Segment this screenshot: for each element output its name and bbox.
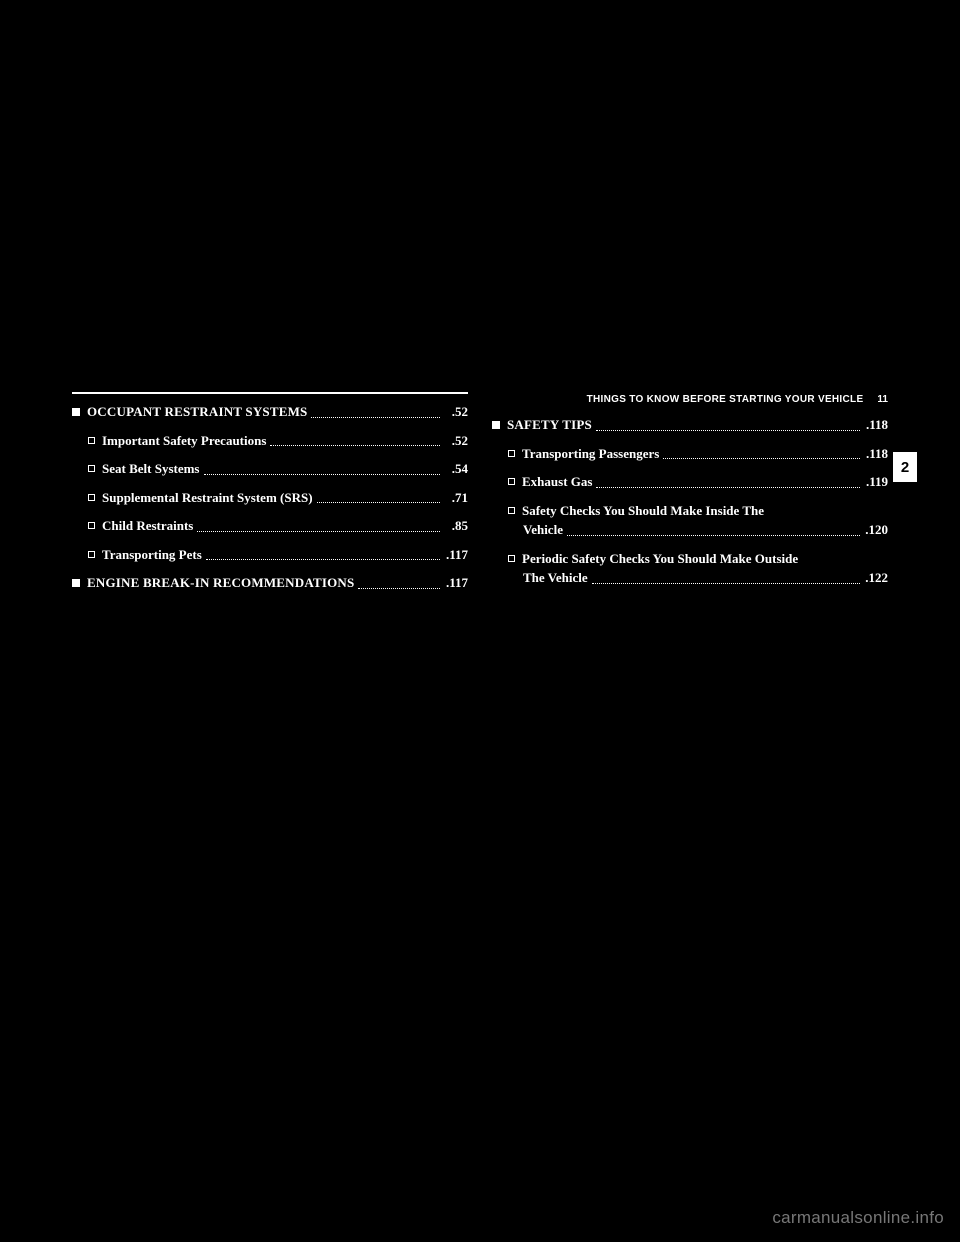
hollow-bullet-icon: [88, 437, 95, 444]
toc-right-column: THINGS TO KNOW BEFORE STARTING YOUR VEHI…: [492, 392, 888, 602]
toc-page-number: .52: [444, 402, 468, 422]
hollow-bullet-icon: [88, 522, 95, 529]
toc-left-column: OCCUPANT RESTRAINT SYSTEMS.52Important S…: [72, 392, 468, 602]
toc-label: Exhaust Gas: [522, 472, 592, 492]
toc-entry: Important Safety Precautions .52: [72, 431, 468, 451]
solid-bullet-icon: [72, 579, 80, 587]
toc-entry: Child Restraints .85: [72, 516, 468, 536]
toc-label: Child Restraints: [102, 516, 193, 536]
toc-label: Transporting Pets: [102, 545, 202, 565]
hollow-bullet-icon: [88, 494, 95, 501]
content-area: OCCUPANT RESTRAINT SYSTEMS.52Important S…: [72, 392, 888, 602]
leader-dots: [206, 559, 440, 560]
toc-page-number: .122: [864, 568, 888, 588]
toc-entry: Periodic Safety Checks You Should Make O…: [492, 549, 888, 588]
toc-label: Seat Belt Systems: [102, 459, 200, 479]
leader-dots: [317, 502, 440, 503]
hollow-bullet-icon: [508, 450, 515, 457]
toc-label: The Vehicle: [523, 568, 588, 588]
hollow-bullet-icon: [508, 478, 515, 485]
hollow-bullet-icon: [508, 555, 515, 562]
section-header-title: THINGS TO KNOW BEFORE STARTING YOUR VEHI…: [492, 394, 863, 405]
toc-label: SAFETY TIPS: [507, 415, 592, 435]
toc-page-number: .52: [444, 431, 468, 451]
toc-entry: Exhaust Gas .119: [492, 472, 888, 492]
toc-entry: Transporting Pets .117: [72, 545, 468, 565]
hollow-bullet-icon: [88, 551, 95, 558]
toc-label: Important Safety Precautions: [102, 431, 266, 451]
chapter-tab: 2: [893, 452, 917, 482]
toc-columns: OCCUPANT RESTRAINT SYSTEMS.52Important S…: [72, 392, 888, 602]
toc-page-number: .117: [444, 573, 468, 593]
toc-page-number: .118: [864, 444, 888, 464]
watermark-text: carmanualsonline.info: [772, 1208, 944, 1228]
leader-dots: [270, 445, 440, 446]
toc-entry: Supplemental Restraint System (SRS) .71: [72, 488, 468, 508]
toc-entry: Transporting Passengers .118: [492, 444, 888, 464]
solid-bullet-icon: [72, 408, 80, 416]
toc-page-number: .54: [444, 459, 468, 479]
toc-entry: Safety Checks You Should Make Inside The…: [492, 501, 888, 540]
leader-dots: [358, 588, 440, 589]
leader-dots: [596, 430, 860, 431]
page-header: THINGS TO KNOW BEFORE STARTING YOUR VEHI…: [492, 388, 888, 405]
toc-label: ENGINE BREAK-IN RECOMMENDATIONS: [87, 573, 354, 593]
hollow-bullet-icon: [88, 465, 95, 472]
toc-label: Supplemental Restraint System (SRS): [102, 488, 313, 508]
toc-entry: SAFETY TIPS .118: [492, 415, 888, 435]
hollow-bullet-icon: [508, 507, 515, 514]
toc-entry: Seat Belt Systems .54: [72, 459, 468, 479]
toc-page-number: .71: [444, 488, 468, 508]
toc-page-number: .118: [864, 415, 888, 435]
toc-page-number: .117: [444, 545, 468, 565]
toc-label: Periodic Safety Checks You Should Make O…: [522, 549, 798, 569]
toc-label: OCCUPANT RESTRAINT SYSTEMS: [87, 402, 307, 422]
toc-label: Transporting Passengers: [522, 444, 659, 464]
leader-dots: [592, 583, 860, 584]
toc-page-number: .119: [864, 472, 888, 492]
toc-entry: OCCUPANT RESTRAINT SYSTEMS .52: [72, 402, 468, 422]
solid-bullet-icon: [492, 421, 500, 429]
leader-dots: [596, 487, 860, 488]
manual-page: OCCUPANT RESTRAINT SYSTEMS.52Important S…: [0, 0, 960, 1242]
toc-label: Vehicle: [523, 520, 563, 540]
section-header-page: 11: [877, 394, 888, 405]
leader-dots: [197, 531, 440, 532]
leader-dots: [311, 417, 440, 418]
toc-label: Safety Checks You Should Make Inside The: [522, 501, 764, 521]
toc-page-number: .120: [864, 520, 888, 540]
toc-page-number: .85: [444, 516, 468, 536]
toc-entry: ENGINE BREAK-IN RECOMMENDATIONS .117: [72, 573, 468, 593]
leader-dots: [204, 474, 441, 475]
leader-dots: [567, 535, 860, 536]
leader-dots: [663, 458, 860, 459]
